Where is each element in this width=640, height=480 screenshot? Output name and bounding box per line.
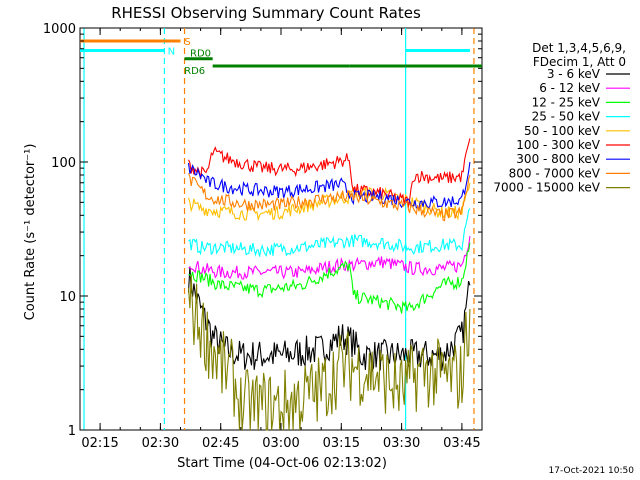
- state-label-rd0: RD0: [190, 49, 211, 60]
- state-bars: SN RD0 RD6: [80, 37, 482, 77]
- state-label-s: S: [184, 37, 190, 48]
- x-tick-label: 03:00: [262, 436, 299, 451]
- series-line: [188, 208, 471, 257]
- legend-label: 300 - 800 keV: [516, 152, 600, 166]
- series-line: [188, 138, 471, 208]
- plot-frame: [79, 27, 483, 431]
- footer-timestamp: 17-Oct-2021 10:50: [549, 466, 635, 476]
- state-label-n: N: [168, 46, 175, 57]
- x-tick-label: 02:30: [142, 436, 179, 451]
- series-lines: [187, 138, 471, 431]
- x-axis-label: Start Time (04-Oct-06 02:13:02): [177, 456, 387, 471]
- y-tick-label: 1000: [43, 22, 76, 37]
- legend-label: 7000 - 15000 keV: [493, 181, 600, 195]
- legend-label: 12 - 25 keV: [532, 95, 601, 109]
- series-line: [187, 173, 471, 222]
- x-tick-label: 03:30: [383, 436, 420, 451]
- legend-label: 25 - 50 keV: [532, 110, 601, 124]
- series-line: [187, 161, 471, 210]
- legend: Det 1,3,4,5,6,9, FDecim 1, Att 0 3 - 6 k…: [493, 41, 630, 195]
- y-tick-label: 100: [51, 156, 76, 171]
- chart-title: RHESSI Observing Summary Count Rates: [111, 4, 421, 22]
- series-line: [188, 236, 471, 280]
- x-tick-label: 02:15: [81, 436, 118, 451]
- y-axis-label: Count Rate (s⁻¹ detector⁻¹): [23, 144, 38, 321]
- legend-header-line-2: FDecim 1, Att 0: [533, 55, 626, 69]
- x-tick-label: 03:45: [443, 436, 480, 451]
- x-tick-label: 03:15: [323, 436, 360, 451]
- legend-label: 800 - 7000 keV: [509, 166, 601, 180]
- legend-header-line-1: Det 1,3,4,5,6,9,: [532, 41, 626, 55]
- legend-label: 50 - 100 keV: [524, 124, 601, 138]
- y-tick-label: 1: [68, 424, 76, 439]
- y-tick-label: 10: [59, 290, 76, 305]
- legend-label: 3 - 6 keV: [547, 67, 601, 81]
- axes: 02:15 02:30 02:45 03:00 03:15 03:30 03:45 1 10 10…: [43, 22, 483, 451]
- series-line: [187, 182, 471, 222]
- series-line: [188, 242, 471, 314]
- legend-label: 6 - 12 keV: [539, 81, 601, 95]
- legend-label: 100 - 300 keV: [516, 138, 600, 152]
- state-label-rd6: RD6: [184, 66, 205, 77]
- series-line: [187, 275, 471, 431]
- x-tick-label: 02:45: [202, 436, 239, 451]
- plot-border: [79, 27, 483, 431]
